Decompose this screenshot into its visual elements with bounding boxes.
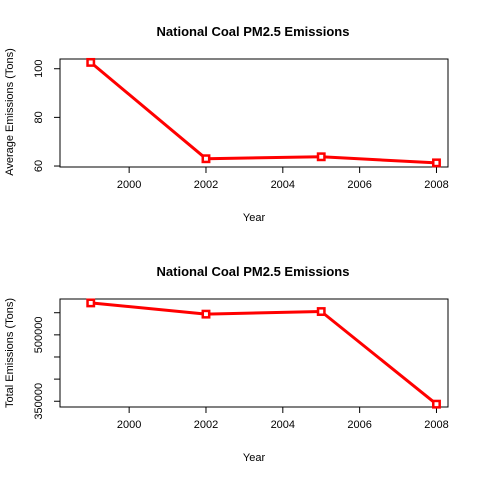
- chart-title: National Coal PM2.5 Emissions: [157, 264, 350, 279]
- data-point: [201, 309, 211, 319]
- y-tick-label: 80: [33, 111, 45, 123]
- data-point: [432, 158, 441, 168]
- chart-title: National Coal PM2.5 Emissions: [157, 24, 350, 39]
- y-axis-label: Average Emissions (Tons): [4, 48, 16, 176]
- plot-box: [59, 58, 449, 168]
- x-tick-label: 2008: [424, 179, 448, 191]
- chart-panel-average: National Coal PM2.5 Emissions Year Avera…: [4, 24, 449, 224]
- x-tick-label: 2006: [347, 419, 371, 431]
- data-point: [316, 152, 326, 162]
- plot-box: [59, 298, 449, 408]
- x-tick-label: 2008: [424, 419, 448, 431]
- y-axis-label: Total Emissions (Tons): [4, 298, 16, 408]
- y-tick-label: 60: [33, 160, 45, 172]
- chart-panel-total: National Coal PM2.5 Emissions Year Total…: [4, 264, 449, 464]
- data-point: [316, 307, 326, 316]
- y-tick-label: 100: [33, 60, 45, 78]
- series-line: [90, 301, 438, 406]
- x-tick-label: 2004: [271, 419, 295, 431]
- x-tick-label: 2004: [271, 179, 295, 191]
- data-point: [201, 154, 211, 164]
- series-line: [89, 61, 437, 165]
- x-axis-label: Year: [243, 212, 266, 224]
- x-tick-label: 2000: [117, 179, 141, 191]
- x-tick-label: 2002: [194, 419, 218, 431]
- data-point: [432, 399, 441, 409]
- x-axis-label: Year: [243, 452, 266, 464]
- y-tick-label: 350000: [33, 383, 45, 420]
- x-tick-label: 2002: [194, 179, 218, 191]
- data-point: [86, 57, 96, 67]
- x-tick-label: 2006: [347, 179, 371, 191]
- data-point: [86, 298, 96, 308]
- y-tick-label: 500000: [33, 316, 45, 353]
- x-tick-label: 2000: [117, 419, 141, 431]
